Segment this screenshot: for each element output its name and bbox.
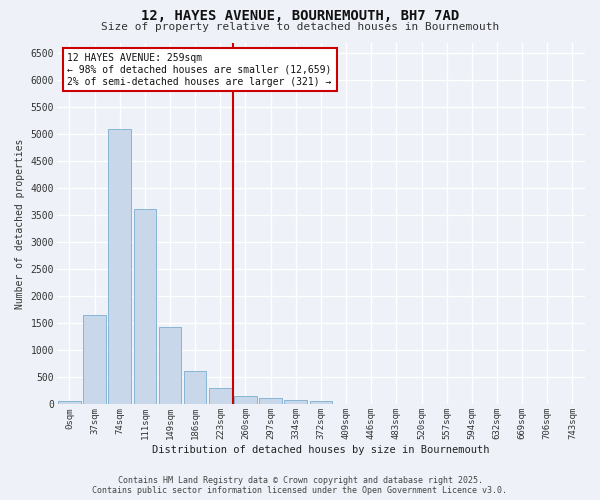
Bar (259, 398, 282, 404)
Text: 12, HAYES AVENUE, BOURNEMOUTH, BH7 7AD: 12, HAYES AVENUE, BOURNEMOUTH, BH7 7AD (141, 9, 459, 23)
Bar (184, 371, 206, 404)
Bar (158, 327, 181, 404)
Text: Size of property relative to detached houses in Bournemouth: Size of property relative to detached ho… (101, 22, 499, 32)
X-axis label: Distribution of detached houses by size in Bournemouth: Distribution of detached houses by size … (152, 445, 490, 455)
Bar (209, 388, 232, 404)
Bar (284, 400, 307, 404)
Text: 12 HAYES AVENUE: 259sqm
← 98% of detached houses are smaller (12,659)
2% of semi: 12 HAYES AVENUE: 259sqm ← 98% of detache… (67, 54, 332, 86)
Bar (134, 209, 156, 404)
Y-axis label: Number of detached properties: Number of detached properties (15, 138, 25, 308)
Bar (58, 400, 81, 404)
Bar (83, 316, 106, 404)
Text: Contains HM Land Registry data © Crown copyright and database right 2025.
Contai: Contains HM Land Registry data © Crown c… (92, 476, 508, 495)
Bar (109, 129, 131, 404)
Bar (234, 396, 257, 404)
Bar (310, 402, 332, 404)
